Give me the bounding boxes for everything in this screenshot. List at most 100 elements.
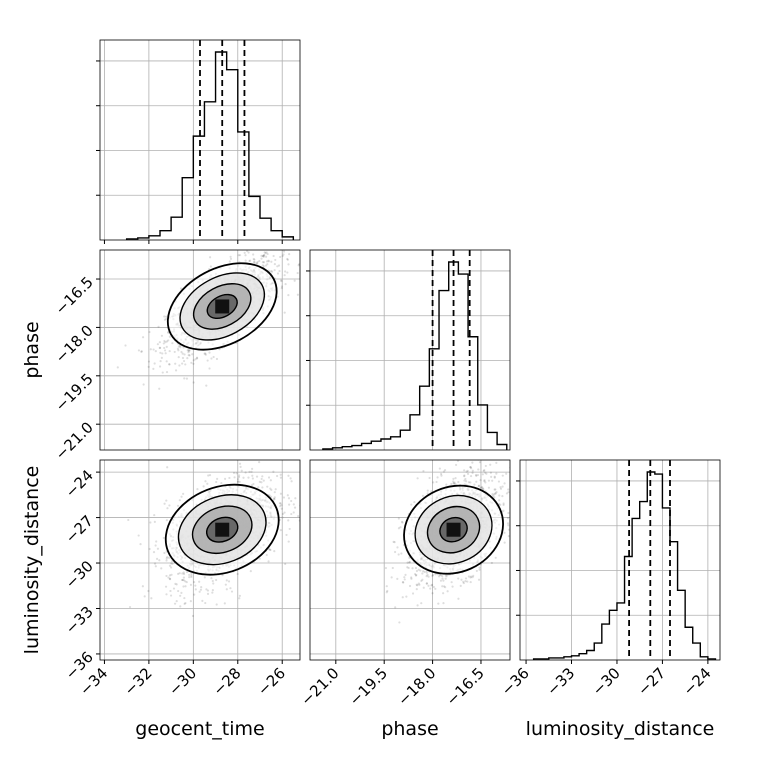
scatter-point — [210, 357, 213, 360]
scatter-point — [181, 572, 184, 575]
scatter-point — [183, 353, 186, 356]
scatter-point — [165, 519, 168, 522]
scatter-point — [465, 470, 468, 473]
scatter-point — [415, 583, 418, 586]
scatter-point — [481, 473, 484, 476]
scatter-point — [456, 460, 460, 462]
scatter-point — [251, 474, 254, 477]
scatter-point — [396, 577, 399, 580]
scatter-point — [503, 531, 506, 534]
scatter-point — [182, 579, 185, 582]
scatter-point — [491, 492, 494, 496]
scatter-point — [457, 577, 460, 580]
scatter-point — [255, 475, 259, 478]
scatter-point — [262, 253, 266, 257]
scatter-point — [411, 592, 415, 595]
scatter-point — [204, 353, 207, 356]
scatter-point — [183, 602, 186, 605]
scatter-point — [386, 589, 389, 593]
scatter-point — [443, 585, 446, 588]
scatter-point — [462, 581, 465, 585]
scatter-point — [273, 496, 276, 499]
scatter-point — [434, 587, 437, 590]
scatter-point — [425, 575, 428, 578]
scatter-point — [165, 340, 169, 343]
scatter-point — [385, 585, 388, 588]
scatter-point — [225, 588, 228, 591]
scatter-point — [253, 261, 256, 264]
scatter-point — [260, 257, 263, 260]
scatter-point — [251, 477, 254, 480]
scatter-point — [238, 462, 242, 465]
scatter-point — [178, 364, 181, 367]
scatter-point — [477, 578, 481, 581]
scatter-point — [267, 259, 270, 262]
scatter-point — [281, 512, 285, 516]
scatter-point — [401, 581, 405, 584]
scatter-point — [252, 482, 255, 486]
scatter-point — [431, 592, 434, 595]
scatter-point — [397, 527, 401, 530]
scatter-point — [413, 572, 417, 576]
scatter-point — [282, 253, 285, 256]
scatter-point — [264, 255, 268, 258]
scatter-point — [202, 485, 205, 488]
scatter-point — [168, 574, 172, 577]
scatter-point — [187, 349, 190, 352]
scatter-point — [156, 547, 160, 550]
scatter-point — [416, 604, 419, 607]
scatter-point — [511, 466, 513, 468]
scatter-point — [502, 503, 505, 506]
scatter-point — [187, 354, 190, 357]
scatter-point — [277, 264, 281, 267]
scatter-point — [421, 572, 424, 575]
scatter-point — [191, 614, 195, 618]
scatter-point — [270, 269, 273, 273]
scatter-point — [182, 571, 185, 574]
scatter-point — [290, 499, 293, 503]
scatter-point — [454, 476, 457, 480]
scatter-point — [250, 470, 253, 473]
scatter-point — [483, 469, 486, 472]
scatter-point — [152, 348, 155, 351]
scatter-point — [452, 477, 455, 481]
scatter-point — [499, 486, 502, 489]
scatter-point — [182, 359, 186, 363]
scatter-point — [292, 503, 295, 506]
scatter-point — [261, 475, 264, 478]
scatter-point — [175, 583, 178, 586]
scatter-point — [154, 544, 157, 547]
scatter-point — [175, 600, 178, 603]
scatter-point — [263, 254, 266, 257]
scatter-point — [281, 516, 284, 519]
scatter-point — [479, 479, 482, 482]
scatter-point — [273, 491, 276, 494]
scatter-point — [506, 517, 510, 520]
scatter-point — [184, 585, 187, 588]
scatter-point — [287, 519, 290, 522]
scatter-point — [242, 476, 245, 479]
scatter-point — [198, 580, 201, 583]
scatter-point — [428, 476, 431, 480]
scatter-point — [261, 255, 265, 258]
scatter-point — [457, 480, 460, 484]
scatter-point — [464, 477, 467, 481]
panel-frame — [309, 249, 511, 451]
scatter-point — [390, 576, 393, 579]
scatter-point — [155, 557, 159, 561]
scatter-point — [166, 556, 169, 559]
scatter-point — [459, 584, 462, 588]
x-axis-label-phase: phase — [381, 718, 438, 740]
scatter-point — [141, 585, 144, 588]
scatter-point — [237, 478, 240, 481]
scatter-point — [264, 251, 267, 255]
scatter-point — [497, 480, 501, 483]
scatter-point — [489, 471, 492, 474]
scatter-point — [478, 566, 481, 569]
scatter-point — [499, 487, 503, 490]
scatter-point — [266, 247, 268, 249]
scatter-point — [238, 594, 241, 597]
scatter-point — [438, 467, 441, 470]
scatter-point — [483, 480, 486, 483]
scatter-point — [287, 263, 290, 266]
